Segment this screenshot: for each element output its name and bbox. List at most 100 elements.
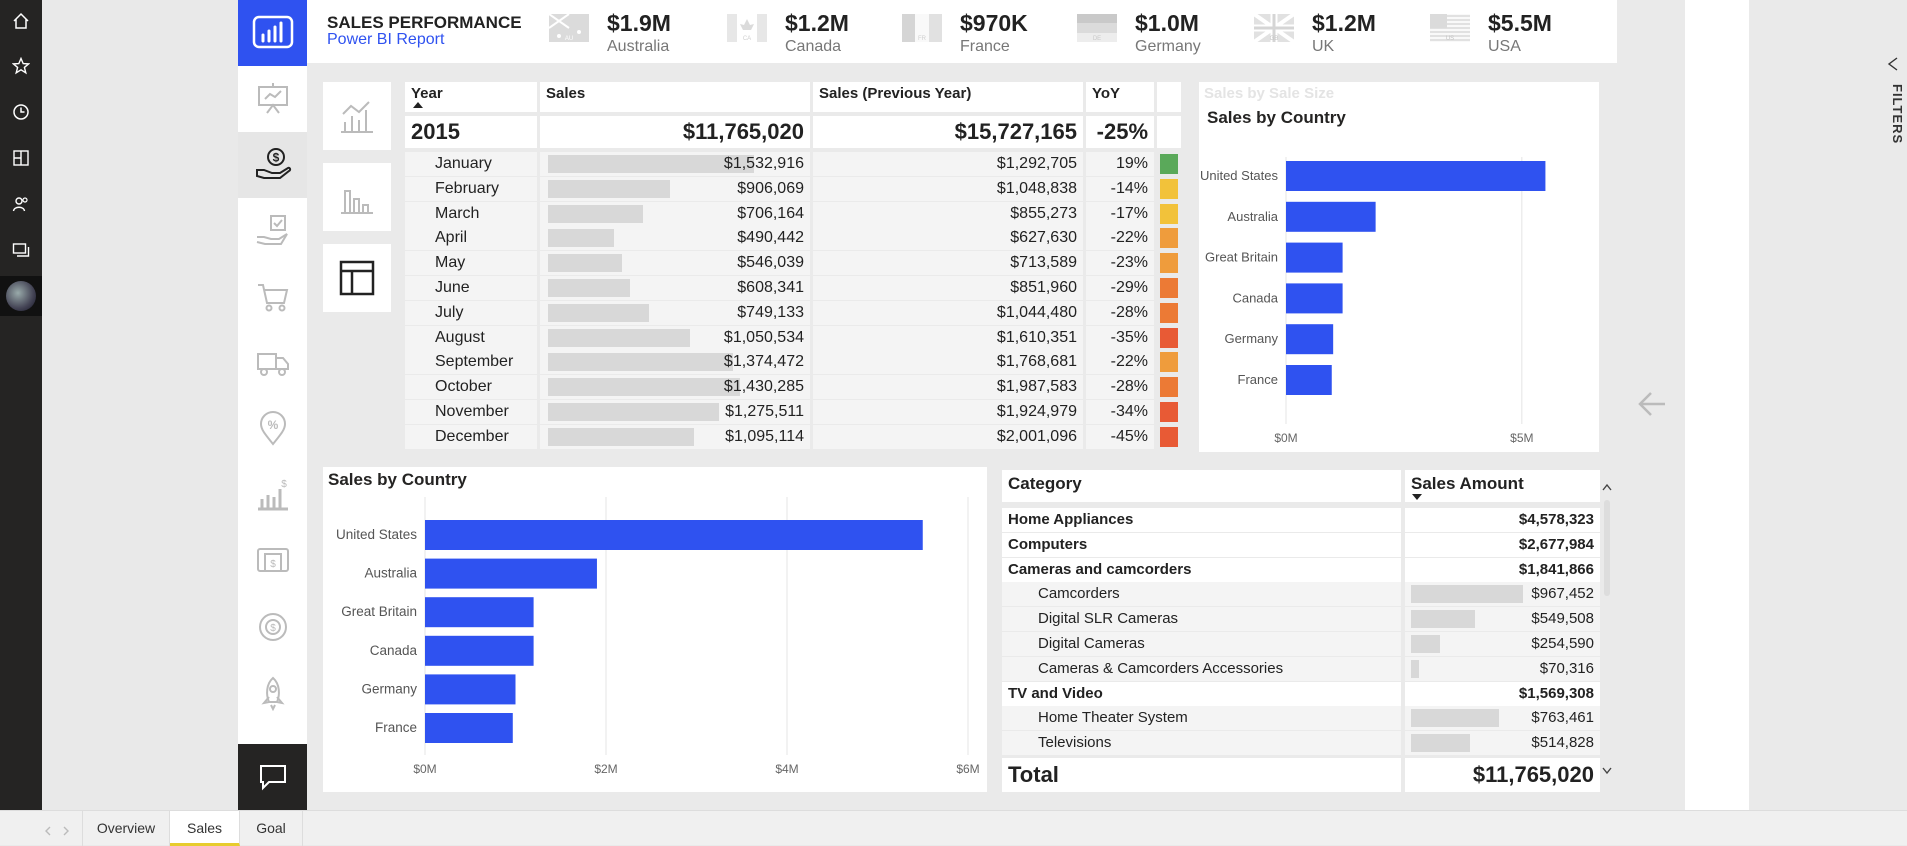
clock-icon[interactable] [0,92,42,132]
chart-plot: $0M $2M $4M $6M United States Australia Great … [336,497,980,776]
hand-check-icon[interactable] [238,198,307,264]
home-icon[interactable] [0,1,42,41]
month-cell: September [405,350,537,375]
prev-sales-cell: $1,987,583 [813,375,1083,400]
table-row[interactable]: October $1,430,285 $1,987,583 -28% [405,375,1185,400]
kpi-label: Germany [1135,38,1201,55]
subcategory-row[interactable]: Camcorders $967,452 [1002,582,1602,607]
atm-icon[interactable]: $ [238,528,307,594]
table-row[interactable]: November $1,275,511 $1,924,979 -34% [405,400,1185,424]
category-row[interactable]: Cameras and camcorders $1,841,866 [1002,557,1602,582]
scroll-down-icon[interactable] [1602,762,1612,775]
scroll-up-icon[interactable] [1602,478,1612,491]
month-cell: April [405,226,537,251]
yoy-status-indicator [1160,377,1178,398]
subcategory-row[interactable]: Digital SLR Cameras $549,508 [1002,607,1602,632]
yoy-cell: -45% [1086,424,1154,449]
yoy-status-indicator [1160,278,1178,298]
subcategory-row[interactable]: Cameras & Camcorders Accessories $70,316 [1002,656,1602,681]
presentation-icon[interactable] [238,66,307,132]
table-row[interactable]: March $706,164 $855,273 -17% [405,201,1185,226]
back-arrow-icon[interactable] [1635,387,1669,421]
total-status [1157,116,1181,148]
subcategory-row[interactable]: Home Theater System $763,461 [1002,706,1602,731]
canvas-margin [42,0,238,810]
category-row[interactable]: TV and Video $1,569,308 [1002,681,1602,706]
x-tick-label: $6M [956,762,979,776]
tab-prev-icon[interactable] [44,823,54,836]
bar[interactable] [425,674,516,705]
kpi-label: France [960,38,1010,55]
table-row[interactable]: January $1,532,916 $1,292,705 19% [405,152,1185,176]
prev-sales-cell: $1,292,705 [813,152,1083,176]
bar[interactable] [1286,365,1332,395]
star-icon[interactable] [0,46,42,86]
table-row[interactable]: June $608,341 $851,960 -29% [405,276,1185,300]
cart-icon[interactable] [238,264,307,330]
prev-sales-header[interactable]: Sales (Previous Year) [813,82,1083,112]
sales-value: $490,442 [737,229,804,247]
bar[interactable] [1286,201,1376,232]
yoy-cell: -28% [1086,375,1154,400]
bar[interactable] [425,597,534,628]
category-row[interactable]: Home Appliances $4,578,323 [1002,508,1602,532]
yoy-status-indicator [1160,154,1178,174]
sales-value: $1,430,285 [723,378,804,396]
filters-pane-label[interactable]: FILTERS [1890,84,1905,145]
money-hand-icon[interactable]: $ [238,132,307,198]
chart-title: Sales by Country [328,470,467,489]
table-row[interactable]: July $749,133 $1,044,480 -28% [405,300,1185,325]
filter-collapse-icon[interactable] [1885,56,1905,76]
amount-value: $254,590 [1531,635,1594,652]
subcategory-row[interactable]: Digital Cameras $254,590 [1002,632,1602,656]
bar[interactable] [1286,324,1334,355]
table-row[interactable]: February $906,069 $1,048,838 -14% [405,176,1185,201]
line-chart-icon[interactable] [323,82,391,150]
table-row[interactable]: August $1,050,534 $1,610,351 -35% [405,325,1185,350]
table-row[interactable]: September $1,374,472 $1,768,681 -22% [405,350,1185,375]
scrollbar-thumb[interactable] [1604,500,1610,596]
bar[interactable] [425,635,534,666]
bar[interactable] [1286,283,1343,314]
report-subtitle: Power BI Report [327,31,445,48]
svg-text:DE: DE [1093,36,1101,42]
bar-chart-icon[interactable] [323,163,391,231]
rocket-icon[interactable] [238,660,307,726]
svg-text:FR: FR [918,36,927,42]
bar[interactable] [425,520,923,550]
target-money-icon[interactable]: $ [238,594,307,660]
table-row[interactable]: May $546,039 $713,589 -23% [405,251,1185,276]
category-row[interactable]: Computers $2,677,984 [1002,532,1602,557]
sales-header[interactable]: Sales [540,82,810,112]
sales-amount-header[interactable]: Sales Amount [1405,470,1600,502]
table-icon[interactable] [323,244,391,312]
category-header[interactable]: Category [1002,470,1401,502]
amount-value: $1,569,308 [1518,684,1594,702]
tab-goal[interactable]: Goal [240,811,303,846]
month-cell: June [405,276,537,300]
avatar[interactable] [0,276,42,316]
total-sales: $11,765,020 [540,116,810,148]
bar[interactable] [1286,242,1343,273]
report-logo-icon[interactable] [238,0,307,66]
apps-icon[interactable] [0,138,42,178]
subcategory-row[interactable]: Televisions $514,828 [1002,731,1602,756]
bar[interactable] [425,558,597,589]
growth-chart-icon[interactable]: $ [238,462,307,528]
percent-pin-icon[interactable]: % [238,396,307,462]
yoy-header[interactable]: YoY [1086,82,1154,112]
chat-icon[interactable] [238,744,307,810]
workspaces-icon[interactable] [0,230,42,270]
year-header[interactable]: Year [405,82,537,112]
sales-cell: $1,374,472 [540,350,810,375]
table-row[interactable]: December $1,095,114 $2,001,096 -45% [405,424,1185,449]
tab-next-icon[interactable] [62,823,72,836]
people-icon[interactable] [0,184,42,224]
tab-sales[interactable]: Sales [170,811,240,846]
truck-icon[interactable] [238,330,307,396]
tab-overview[interactable]: Overview [82,811,170,846]
table-row[interactable]: April $490,442 $627,630 -22% [405,226,1185,251]
prev-sales-cell: $1,924,979 [813,400,1083,424]
bar[interactable] [425,713,513,743]
bar[interactable] [1286,161,1546,191]
